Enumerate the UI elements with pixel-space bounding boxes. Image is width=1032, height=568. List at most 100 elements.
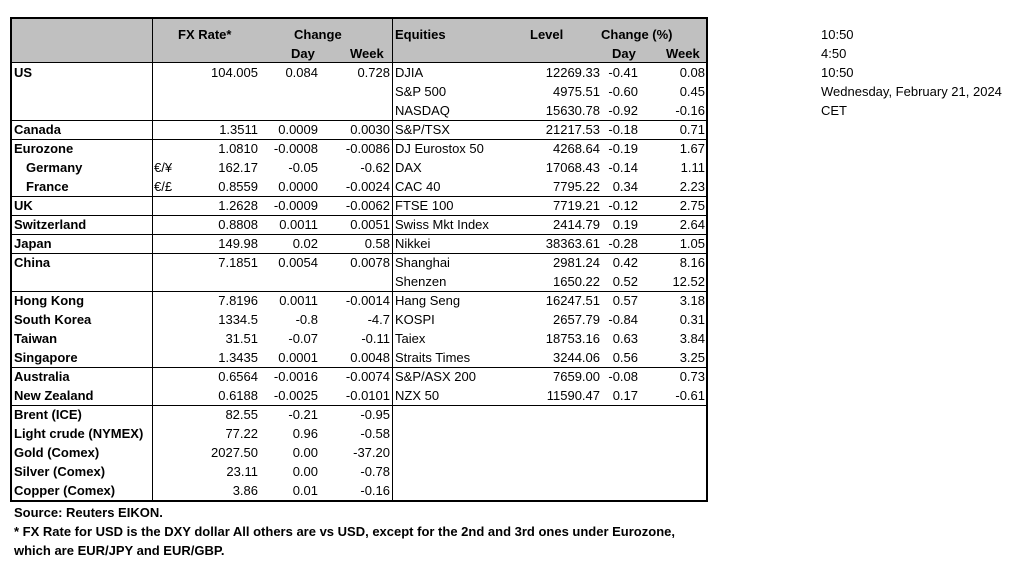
cell-eq-day: -0.60	[608, 84, 638, 99]
cell-fx: 2027.50	[211, 445, 258, 460]
header-eq-week: Week	[666, 46, 700, 61]
table-row: Taiwan 31.51 -0.07 -0.11 Taiex 18753.16 0.63 3.…	[12, 329, 706, 348]
cell-chg-day: 0.0001	[278, 350, 318, 365]
cell-country: Light crude (NYMEX)	[14, 426, 144, 441]
cell-eq-week	[638, 424, 705, 443]
cell-chg-week: 0.0051	[350, 217, 390, 232]
cell-level	[478, 424, 600, 443]
cell-index: S&P/TSX	[395, 122, 450, 137]
cell-eq-week: 0.08	[679, 65, 705, 80]
cell-fx: 1.3435	[218, 350, 258, 365]
header-change-pct: Change (%)	[601, 27, 673, 42]
cell-country: South Korea	[14, 312, 92, 327]
cell-eq-day	[600, 443, 638, 462]
cell-fx	[152, 101, 258, 120]
cell-eq-week: -0.61	[675, 388, 705, 403]
cell-eq-day: -0.92	[608, 103, 638, 118]
cell-chg-day: -0.0009	[273, 198, 318, 213]
row-divider	[12, 367, 706, 368]
cell-chg-day: 0.0000	[278, 179, 318, 194]
cell-country: Hong Kong	[14, 293, 85, 308]
cell-chg-day: 0.0054	[278, 255, 318, 270]
cell-level: 18753.16	[545, 331, 600, 346]
cell-eq-day: -0.41	[608, 65, 638, 80]
cell-country: Australia	[14, 369, 70, 384]
cell-country: Eurozone	[14, 141, 74, 156]
table-row: France €/£ 0.8559 0.0000 -0.0024 CAC 40 7795.2…	[12, 177, 706, 196]
cell-index: DJ Eurostox 50	[395, 141, 484, 156]
cell-chg-week	[318, 272, 390, 291]
source-note: Source: Reuters EIKON.	[14, 505, 163, 520]
cell-index: DAX	[395, 160, 422, 175]
table-row: Brent (ICE) 82.55 -0.21 -0.95	[12, 405, 706, 424]
cell-eq-day: 0.17	[612, 388, 638, 403]
table-row: UK 1.2628 -0.0009 -0.0062 FTSE 100 7719.21 -0.…	[12, 196, 706, 215]
cell-eq-week: 0.45	[679, 84, 705, 99]
cell-fx: 104.005	[211, 65, 258, 80]
cell-chg-day: -0.05	[288, 160, 318, 175]
table-row: Hong Kong 7.8196 0.0011 -0.0014 Hang Seng 162…	[12, 291, 706, 310]
cell-level: 4975.51	[553, 84, 600, 99]
cell-index: NASDAQ	[395, 103, 450, 118]
cell-fx: 7.1851	[218, 255, 258, 270]
cell-level: 11590.47	[546, 388, 600, 403]
cell-index: KOSPI	[395, 312, 435, 327]
cell-fx: 162.17	[218, 160, 258, 175]
market-table: FX Rate* Change Day Week Equities Level …	[10, 17, 708, 502]
cell-chg-day: -0.21	[288, 407, 318, 422]
cell-level: 21217.53	[545, 122, 600, 137]
cell-country: Silver (Comex)	[14, 464, 106, 479]
header-change: Change	[294, 27, 342, 42]
row-divider	[12, 253, 706, 254]
cell-index: NZX 50	[395, 388, 440, 403]
cell-index: Shenzen	[395, 274, 447, 289]
cell-chg-day	[258, 101, 318, 120]
cell-fx: 0.8808	[218, 217, 258, 232]
cell-eq-day	[600, 481, 638, 500]
cell-chg-day: 0.01	[292, 483, 318, 498]
cell-chg-week: -0.0086	[345, 141, 390, 156]
table-row: Gold (Comex) 2027.50 0.00 -37.20	[12, 443, 706, 462]
cell-country: Japan	[14, 236, 52, 251]
cell-chg-day: -0.0008	[273, 141, 318, 156]
table-row: Canada 1.3511 0.0009 0.0030 S&P/TSX 21217.53-…	[12, 120, 706, 139]
timezone-label: CET	[821, 103, 847, 118]
cell-chg-week: -0.11	[361, 331, 390, 346]
cell-eq-day: -0.19	[608, 141, 638, 156]
cell-eq-day: -0.08	[608, 369, 638, 384]
cell-level: 2657.79	[553, 312, 600, 327]
cell-country: France	[26, 179, 69, 194]
cell-country: Singapore	[14, 350, 78, 365]
cell-eq-day: 0.52	[612, 274, 638, 289]
row-divider	[12, 196, 706, 197]
row-divider	[12, 139, 706, 140]
cell-pair: €/£	[154, 179, 173, 194]
cell-eq-week: 2.23	[679, 179, 705, 194]
table-row: China 7.1851 0.0054 0.0078 Shanghai 2981.24 0.…	[12, 253, 706, 272]
cell-fx: 1.3511	[219, 122, 258, 137]
cell-index: Hang Seng	[395, 293, 461, 308]
cell-index: S&P 500	[395, 84, 447, 99]
cell-fx: 1334.5	[218, 312, 258, 327]
cell-index: FTSE 100	[395, 198, 454, 213]
cell-eq-day: -0.12	[608, 198, 638, 213]
cell-index: Swiss Mkt Index	[395, 217, 489, 232]
cell-eq-day: -0.84	[608, 312, 638, 327]
cell-chg-week: 0.0048	[350, 350, 390, 365]
row-divider	[12, 120, 706, 121]
header-equities: Equities	[395, 27, 446, 42]
cell-fx: 0.8559	[218, 179, 258, 194]
table-row: Shenzen 1650.22 0.52 12.52	[12, 272, 706, 291]
cell-index: DJIA	[395, 65, 424, 80]
cell-chg-week	[318, 101, 390, 120]
cell-chg-week: -0.78	[360, 464, 390, 479]
cell-chg-week: -37.20	[353, 445, 390, 460]
cell-level	[478, 405, 600, 424]
header-eq-day: Day	[612, 46, 636, 61]
cell-chg-day: 0.96	[292, 426, 318, 441]
cell-eq-day	[600, 424, 638, 443]
cell-level: 2414.79	[553, 217, 600, 232]
cell-eq-week	[638, 443, 705, 462]
cell-country: Copper (Comex)	[14, 483, 116, 498]
fx-footnote: * FX Rate for USD is the DXY dollar All …	[14, 524, 675, 539]
